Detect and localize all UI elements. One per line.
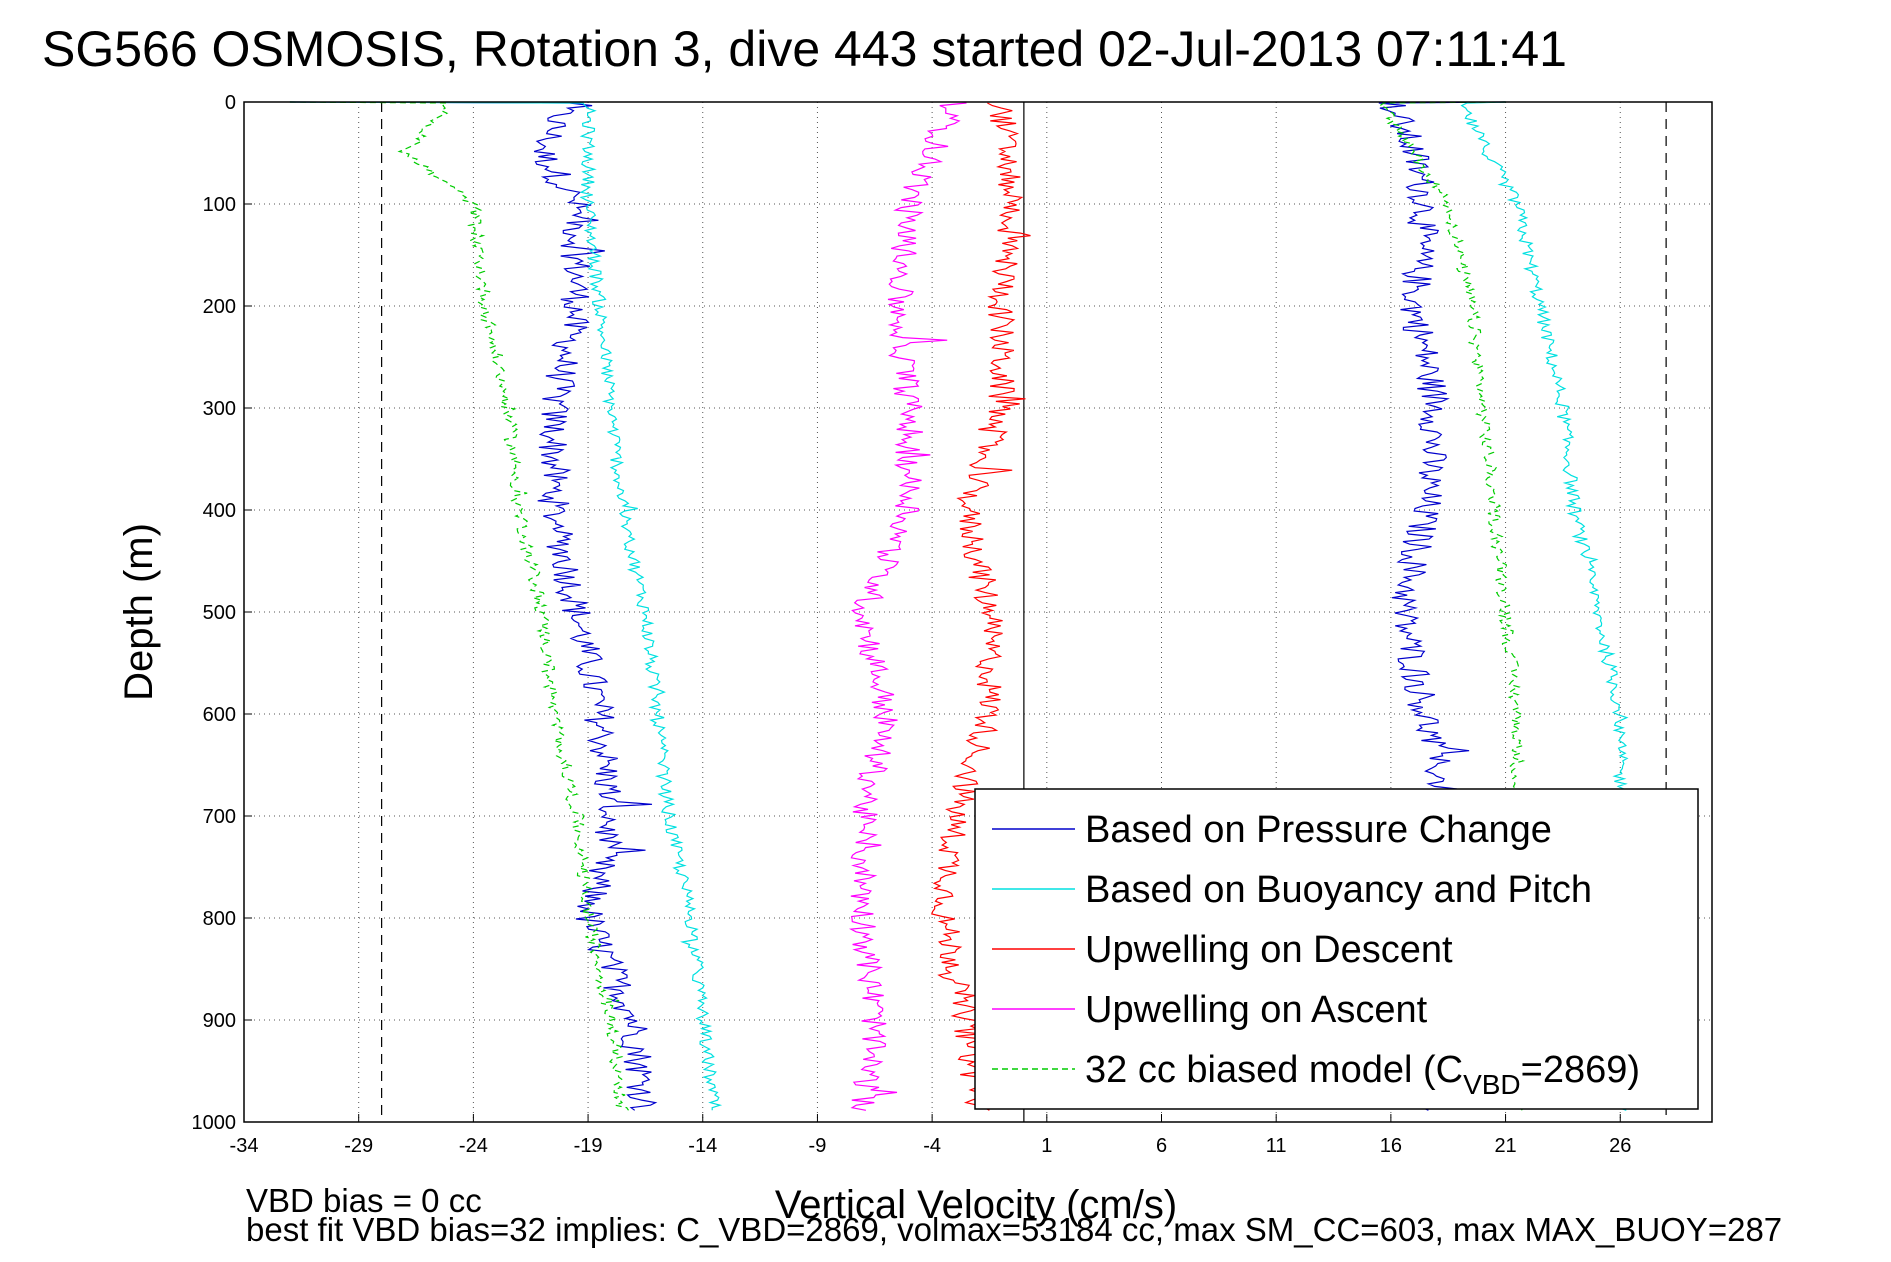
series-4 <box>289 101 1535 1111</box>
y-tick-label: 800 <box>203 908 236 930</box>
y-tick-label: 1000 <box>192 1112 237 1134</box>
x-axis-label: Vertical Velocity (cm/s) <box>775 1183 1177 1227</box>
legend-label-tail: =2869) <box>1521 1049 1640 1091</box>
x-tick-label: 11 <box>1266 1135 1287 1157</box>
y-axis-label: Depth (m) <box>117 523 161 701</box>
y-tick-label: 500 <box>203 602 236 624</box>
x-tick-label: 1 <box>1041 1135 1052 1157</box>
x-tick-label: 26 <box>1609 1135 1631 1157</box>
y-tick-label: 100 <box>203 194 236 216</box>
legend-label: Based on Buoyancy and Pitch <box>1085 869 1592 911</box>
legend-box <box>974 788 1699 1110</box>
series-2 <box>931 102 1031 1111</box>
legend-label-sub: VBD <box>1463 1069 1521 1100</box>
series-line-descent <box>289 101 723 1111</box>
x-tick-label: -19 <box>574 1135 603 1157</box>
series-line-descent <box>289 101 629 1111</box>
y-tick-label: 200 <box>203 296 236 318</box>
y-tick-label: 0 <box>225 92 236 114</box>
x-tick-label: 6 <box>1156 1135 1167 1157</box>
series-line-profile <box>931 102 1031 1111</box>
chart-title: SG566 OSMOSIS, Rotation 3, dive 443 star… <box>42 21 1567 77</box>
tick-labels: -34 -29 -24 -19 -14 -9 -4 1 6 11 16 21 2601002003004… <box>192 92 1632 1157</box>
x-tick-label: 16 <box>1380 1135 1402 1157</box>
x-tick-label: -4 <box>923 1135 941 1157</box>
series-line-descent <box>289 101 658 1111</box>
x-tick-label: -34 <box>230 1135 259 1157</box>
legend-label: Upwelling on Ascent <box>1085 989 1428 1031</box>
legend-label: Upwelling on Descent <box>1085 929 1453 971</box>
x-tick-label: -14 <box>688 1135 717 1157</box>
legend: Based on Pressure Change Based on Buoyanc… <box>974 788 1699 1110</box>
y-tick-label: 700 <box>203 806 236 828</box>
x-tick-label: -29 <box>344 1135 373 1157</box>
footer-vbd-bias: VBD bias = 0 cc <box>246 1182 482 1219</box>
series-line-ascent <box>1378 101 1535 1111</box>
y-tick-label: 900 <box>203 1010 236 1032</box>
legend-label: 32 cc biased model (CVBD=2869) <box>1085 1049 1640 1100</box>
y-tick-label: 300 <box>203 398 236 420</box>
x-tick-label: 21 <box>1494 1135 1516 1157</box>
legend-label-main: 32 cc biased model (C <box>1085 1049 1463 1091</box>
x-tick-label: -24 <box>459 1135 488 1157</box>
x-tick-label: -9 <box>809 1135 827 1157</box>
y-tick-label: 400 <box>203 500 236 522</box>
legend-label: Based on Pressure Change <box>1085 809 1552 851</box>
series-line-profile <box>848 102 967 1111</box>
series-3 <box>848 102 967 1111</box>
footer-best-fit: best fit VBD bias=32 implies: C_VBD=2869… <box>246 1211 1782 1248</box>
y-tick-label: 600 <box>203 704 236 726</box>
